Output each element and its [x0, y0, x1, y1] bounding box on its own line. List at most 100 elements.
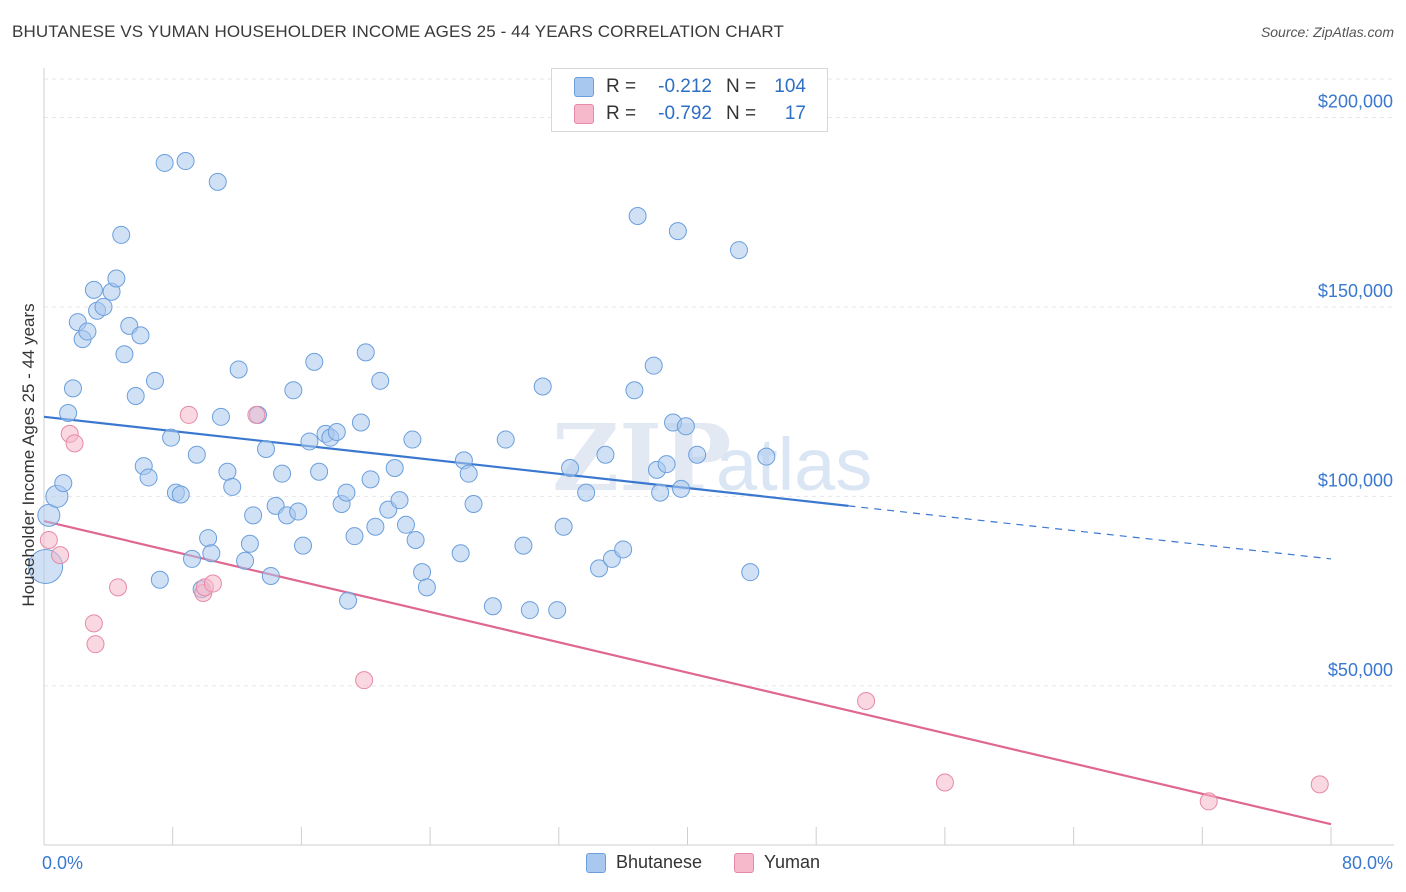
point-bhutanese [533, 377, 552, 396]
point-yuman [65, 434, 84, 453]
point-bhutanese [146, 371, 165, 390]
point-bhutanese [115, 345, 134, 364]
point-bhutanese [94, 297, 113, 316]
point-bhutanese [257, 440, 276, 459]
point-bhutanese [155, 153, 174, 172]
y-tick-label: $50,000 [1328, 660, 1393, 680]
point-bhutanese [162, 428, 181, 447]
point-bhutanese [150, 570, 169, 589]
point-bhutanese [294, 536, 313, 555]
chart-title: BHUTANESE VS YUMAN HOUSEHOLDER INCOME AG… [12, 22, 784, 41]
series-legend-yuman[interactable]: Yuman [734, 852, 820, 873]
point-bhutanese [676, 417, 695, 436]
point-yuman [935, 773, 954, 792]
point-bhutanese [577, 483, 596, 502]
point-bhutanese [366, 517, 385, 536]
point-bhutanese [305, 352, 324, 371]
point-bhutanese [171, 485, 190, 504]
point-bhutanese [337, 483, 356, 502]
point-bhutanese [261, 566, 280, 585]
point-bhutanese [590, 559, 609, 578]
point-bhutanese [451, 544, 470, 563]
series-legend-bhutanese[interactable]: Bhutanese [585, 852, 702, 873]
y-axis-title: Householder Income Ages 25 - 44 years [19, 303, 38, 606]
point-bhutanese [229, 360, 248, 379]
point-bhutanese [672, 479, 691, 498]
point-bhutanese [176, 152, 195, 171]
trend-line-yuman [43, 519, 1332, 826]
y-tick-label: $200,000 [1318, 91, 1393, 111]
point-bhutanese [644, 356, 663, 375]
point-yuman [1310, 775, 1329, 794]
series-swatch-yuman [734, 852, 755, 873]
point-bhutanese [459, 464, 478, 483]
point-bhutanese [199, 529, 218, 548]
point-yuman [247, 405, 266, 424]
point-yuman [203, 574, 222, 593]
legend-r-value: -0.792 [658, 103, 712, 124]
point-yuman [109, 578, 128, 597]
data-points [28, 152, 1329, 811]
legend-row-bhutanese: R = -0.212 N = 104 [574, 75, 806, 99]
point-bhutanese [596, 445, 615, 464]
point-bhutanese [107, 269, 126, 288]
point-bhutanese [625, 381, 644, 400]
point-bhutanese [211, 407, 230, 426]
point-yuman [84, 614, 103, 633]
x-tick-label-right: 80.0% [1342, 853, 1393, 873]
trend-line-bhutanese-extension [848, 505, 1332, 560]
trend-line-bhutanese [43, 415, 849, 507]
series-label-yuman: Yuman [764, 852, 821, 872]
point-bhutanese [390, 491, 409, 510]
legend-n-value: 17 [784, 103, 806, 124]
point-bhutanese [561, 458, 580, 477]
point-bhutanese [371, 371, 390, 390]
point-bhutanese [78, 322, 97, 341]
point-bhutanese [351, 413, 370, 432]
point-yuman [86, 635, 105, 654]
point-bhutanese [345, 527, 364, 546]
point-bhutanese [385, 458, 404, 477]
point-yuman [179, 405, 198, 424]
point-bhutanese [327, 422, 346, 441]
x-tick-labels: 0.0% 80.0% [42, 853, 1393, 873]
point-bhutanese [310, 462, 329, 481]
point-bhutanese [131, 326, 150, 345]
legend-swatch-yuman [574, 104, 594, 124]
watermark-atlas: atlas [716, 423, 872, 506]
legend-n-label: N = [726, 103, 757, 124]
point-bhutanese [361, 470, 380, 489]
point-bhutanese [356, 343, 375, 362]
point-bhutanese [554, 517, 573, 536]
point-yuman [1199, 792, 1218, 811]
point-bhutanese [208, 172, 227, 191]
point-bhutanese [54, 474, 73, 493]
point-bhutanese [628, 206, 647, 225]
point-bhutanese [126, 386, 145, 405]
point-bhutanese [236, 551, 255, 570]
point-bhutanese [520, 601, 539, 620]
point-bhutanese [339, 591, 358, 610]
point-bhutanese [183, 549, 202, 568]
point-bhutanese [240, 534, 259, 553]
point-bhutanese [406, 530, 425, 549]
point-bhutanese [139, 468, 158, 487]
series-swatch-bhutanese [585, 852, 606, 873]
point-bhutanese [59, 404, 78, 423]
point-bhutanese [403, 430, 422, 449]
point-yuman [857, 692, 876, 711]
point-bhutanese [614, 540, 633, 559]
point-bhutanese [244, 506, 263, 525]
point-bhutanese [300, 432, 319, 451]
point-bhutanese [63, 379, 82, 398]
grid-lines [44, 78, 1394, 687]
point-bhutanese [668, 222, 687, 241]
axes [43, 68, 1394, 846]
point-bhutanese [413, 563, 432, 582]
point-bhutanese [688, 445, 707, 464]
point-bhutanese [657, 455, 676, 474]
series-legend: Bhutanese Yuman [0, 852, 1406, 873]
point-yuman [51, 546, 70, 565]
